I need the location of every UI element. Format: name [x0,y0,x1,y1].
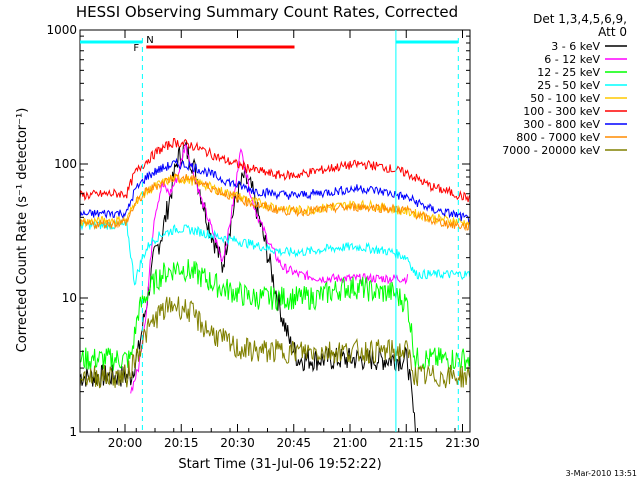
y-axis-label: Corrected Count Rate (s⁻¹ detector⁻¹) [15,108,30,353]
series-line-7 [79,173,471,232]
x-tick-label: 20:00 [108,436,143,450]
legend-header-1: Det 1,3,4,5,6,9, [533,12,627,26]
series-line-3 [79,219,471,286]
chart-title: HESSI Observing Summary Count Rates, Cor… [76,3,458,21]
legend-label: 300 - 800 keV [523,118,600,131]
footer-date: 3-Mar-2010 13:51 [566,469,637,478]
x-tick-label: 21:30 [445,436,480,450]
flag-f-label: F [133,43,139,54]
legend-label: 3 - 6 keV [551,40,600,53]
legend-label: 100 - 300 keV [523,105,600,118]
x-tick-label: 21:00 [333,436,368,450]
plot-frame [79,29,471,433]
axis-layer: 1 10 100 1000 20:00 20:15 20:30 20:45 21:00 21:15… [46,23,479,450]
legend-label: 50 - 100 keV [530,92,600,105]
x-tick-label: 21:15 [389,436,424,450]
series-line-8 [79,296,471,389]
y-tick-label: 10 [62,291,77,305]
y-tick-label: 1 [69,425,77,439]
legend-label: 6 - 12 keV [544,53,600,66]
y-tick-label: 100 [54,157,77,171]
flag-n-label: N [146,35,153,46]
legend-label: 800 - 7000 keV [516,131,600,144]
legend-header-2: Att 0 [598,25,627,39]
series-line-5 [79,138,471,203]
legend-label: 25 - 50 keV [537,79,600,92]
x-axis-label: Start Time (31-Jul-06 19:52:22) [178,457,381,472]
x-tick-label: 20:45 [276,436,311,450]
series-line-2 [79,259,471,372]
y-tick-label: 1000 [46,23,77,37]
series-layer [79,138,471,433]
series-line-6 [79,157,471,225]
legend-label: 12 - 25 keV [537,66,600,79]
legend-label: 7000 - 20000 keV [502,144,600,157]
x-tick-label: 20:30 [220,436,255,450]
x-tick-label: 20:15 [164,436,199,450]
